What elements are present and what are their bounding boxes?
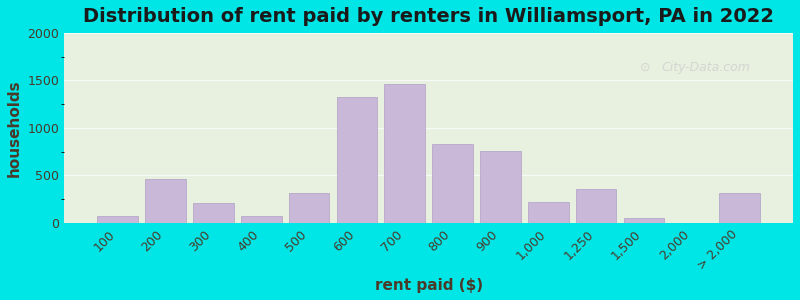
Bar bbox=[623, 218, 664, 223]
Bar bbox=[384, 84, 425, 223]
Bar bbox=[719, 194, 760, 223]
Bar bbox=[146, 179, 186, 223]
Bar bbox=[432, 144, 473, 223]
X-axis label: rent paid ($): rent paid ($) bbox=[374, 278, 482, 293]
Text: City-Data.com: City-Data.com bbox=[662, 61, 750, 74]
Bar bbox=[480, 151, 521, 223]
Bar bbox=[337, 97, 378, 223]
Bar bbox=[241, 216, 282, 223]
Y-axis label: households: households bbox=[7, 79, 22, 177]
Title: Distribution of rent paid by renters in Williamsport, PA in 2022: Distribution of rent paid by renters in … bbox=[83, 7, 774, 26]
Bar bbox=[528, 202, 569, 223]
Bar bbox=[98, 216, 138, 223]
Bar bbox=[576, 189, 617, 223]
Bar bbox=[193, 203, 234, 223]
Text: ⊙: ⊙ bbox=[640, 61, 650, 74]
Bar bbox=[289, 194, 330, 223]
